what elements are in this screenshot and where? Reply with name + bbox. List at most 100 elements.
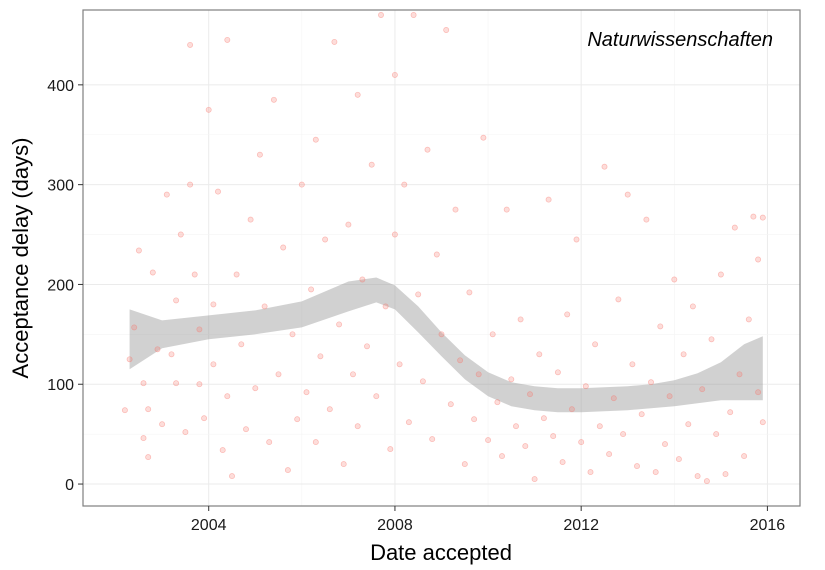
data-point: [624, 191, 631, 198]
data-point: [638, 411, 645, 418]
data-point: [713, 431, 720, 438]
data-point: [582, 383, 589, 390]
data-point: [671, 276, 678, 283]
data-point: [243, 426, 249, 433]
data-point: [154, 346, 161, 353]
data-point: [694, 473, 701, 480]
data-point: [396, 361, 403, 368]
data-point: [415, 291, 422, 298]
data-point: [387, 446, 394, 453]
data-point: [564, 311, 571, 318]
data-point: [485, 437, 492, 444]
data-point: [755, 256, 762, 263]
data-point: [606, 451, 613, 458]
data-point: [620, 431, 627, 438]
data-point: [364, 343, 370, 350]
data-point: [145, 406, 152, 413]
x-tick-label: 2016: [750, 517, 786, 534]
y-axis-ticks: 0 100 200 300 400: [47, 78, 83, 494]
data-point: [280, 244, 287, 251]
data-point: [140, 380, 147, 387]
data-point: [284, 467, 291, 474]
data-point: [201, 415, 208, 422]
data-point: [508, 376, 515, 383]
data-point: [629, 361, 636, 368]
facet-label: Naturwissenschaften: [587, 29, 773, 51]
data-point: [731, 224, 738, 231]
data-point: [224, 393, 231, 400]
data-point: [326, 406, 333, 413]
x-tick-label: 2004: [191, 517, 227, 534]
data-point: [303, 389, 310, 396]
data-point: [517, 316, 524, 323]
data-point: [703, 478, 710, 485]
data-point: [540, 415, 547, 422]
data-point: [224, 36, 231, 43]
data-point: [699, 386, 706, 393]
data-point: [196, 381, 203, 388]
data-point: [475, 371, 482, 378]
data-point: [322, 236, 329, 243]
data-point: [680, 351, 687, 358]
data-point: [657, 323, 664, 330]
data-point: [471, 416, 478, 423]
data-point: [643, 216, 650, 223]
y-tick-label: 200: [47, 277, 74, 294]
data-point: [489, 331, 496, 338]
data-point: [149, 269, 156, 276]
data-point: [126, 356, 133, 363]
data-point: [689, 303, 696, 310]
data-point: [438, 331, 445, 338]
data-point: [238, 341, 245, 348]
data-point: [750, 213, 757, 220]
data-point: [410, 12, 417, 18]
data-point: [587, 469, 594, 476]
data-point: [522, 443, 529, 450]
data-point: [652, 469, 659, 476]
data-point: [354, 91, 361, 98]
data-point: [391, 231, 398, 238]
data-point: [312, 439, 319, 446]
data-point: [187, 41, 194, 48]
data-point: [559, 459, 566, 466]
data-point: [317, 353, 324, 360]
data-point: [266, 439, 273, 446]
data-point: [378, 12, 384, 18]
data-point: [391, 71, 398, 78]
data-point: [601, 163, 608, 170]
data-point: [573, 236, 580, 243]
data-point: [545, 196, 552, 203]
data-point: [229, 473, 235, 480]
data-point: [140, 435, 147, 442]
x-axis-ticks: 2004 2008 2012 2016: [191, 506, 785, 534]
data-point: [210, 361, 217, 368]
data-point: [163, 191, 170, 198]
data-point: [196, 326, 203, 333]
data-point: [340, 461, 347, 468]
x-tick-label: 2008: [377, 517, 413, 534]
data-point: [298, 181, 305, 188]
data-point: [294, 416, 301, 423]
panel-border: [82, 9, 801, 507]
data-point: [596, 423, 603, 430]
data-point: [759, 419, 766, 426]
data-point: [359, 276, 366, 283]
confidence-band: [129, 277, 763, 413]
grid-lines: [83, 10, 800, 506]
data-point: [610, 395, 617, 402]
data-points: [121, 12, 766, 485]
data-point: [461, 461, 468, 468]
y-axis-title: Acceptance delay (days): [8, 138, 33, 379]
data-point: [205, 106, 212, 113]
data-point: [289, 331, 296, 338]
data-point: [536, 351, 543, 358]
data-point: [405, 419, 412, 426]
data-point: [675, 456, 682, 463]
y-tick-label: 300: [47, 178, 74, 195]
data-point: [554, 369, 561, 376]
data-point: [531, 476, 538, 483]
data-point: [159, 421, 166, 428]
data-point: [503, 206, 510, 213]
data-point: [666, 393, 673, 400]
